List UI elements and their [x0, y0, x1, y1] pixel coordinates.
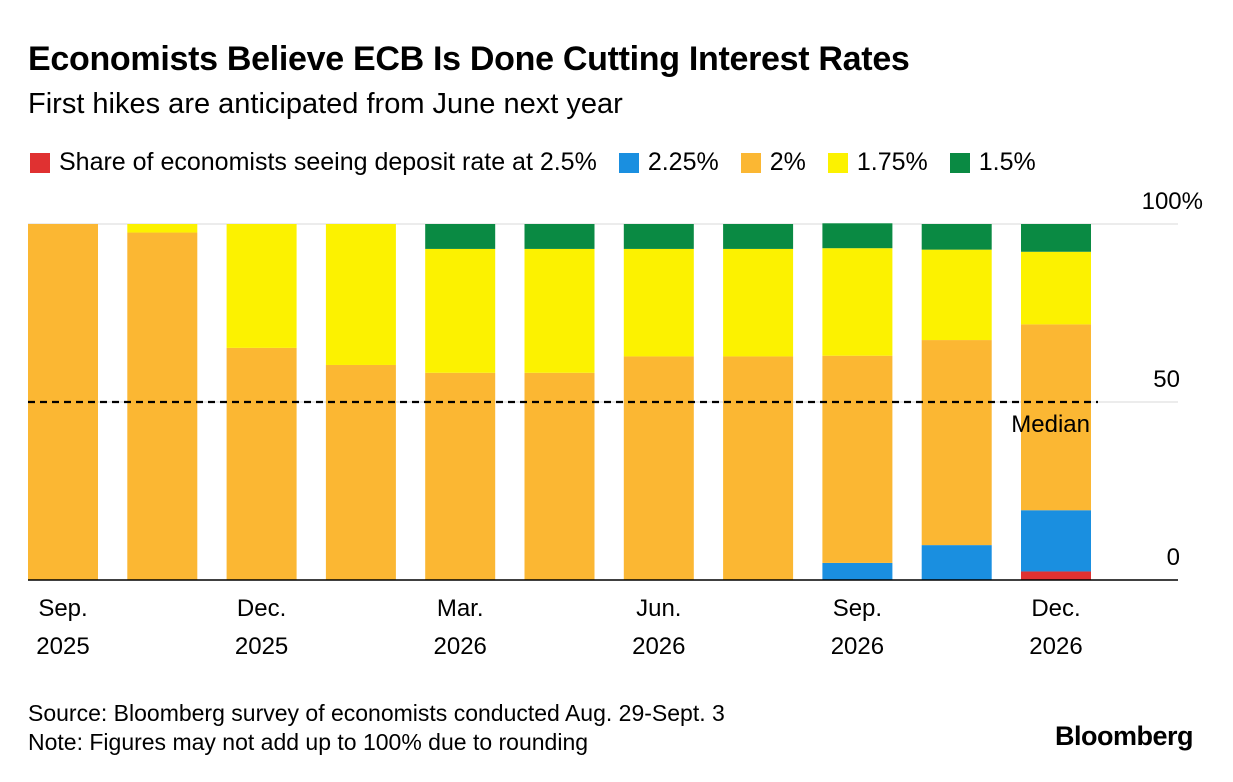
bar-segment — [921, 545, 992, 580]
legend-label-1-5: 1.5% — [978, 148, 1036, 176]
x-tick-label: 2026 — [632, 633, 685, 660]
x-tick-label: Dec. — [1031, 595, 1080, 622]
bar-segment — [524, 224, 595, 249]
bar-segment — [723, 356, 794, 580]
bar-segment — [226, 347, 297, 580]
bar-segment — [822, 223, 893, 249]
bar-segment — [325, 224, 396, 365]
legend-swatch-1-75 — [827, 152, 848, 173]
bar-segment — [723, 224, 794, 249]
bar-segment — [325, 364, 396, 580]
bar-segment — [425, 224, 496, 249]
x-tick-label: 2025 — [36, 633, 89, 660]
bar-segment — [127, 224, 198, 233]
bloomberg-logo: Bloomberg — [1054, 721, 1194, 751]
legend-item-2-25: 2.25% — [618, 148, 719, 177]
x-tick-label: Sep. — [833, 595, 882, 622]
bar-segment — [28, 224, 98, 580]
x-tick-label: 2025 — [235, 633, 288, 660]
legend-label-2: 2% — [769, 148, 806, 176]
y-tick-label: 0 — [1167, 544, 1180, 571]
median-label: Median — [1011, 411, 1090, 438]
bar-segment — [425, 372, 496, 580]
legend: Share of economists seeing deposit rate … — [30, 148, 1058, 177]
legend-label-1-75: 1.75% — [856, 148, 928, 176]
bar-segment — [921, 340, 992, 546]
bar-segment — [1021, 324, 1091, 511]
bar-segment — [822, 355, 893, 563]
legend-item-1-5: 1.5% — [949, 148, 1036, 177]
x-tick-label: Jun. — [636, 595, 681, 622]
bar-segment — [127, 232, 198, 580]
bar-segment — [1021, 571, 1091, 580]
bar-segment — [822, 248, 893, 356]
y-tick-label: 50 — [1153, 366, 1180, 393]
bar-segment — [524, 372, 595, 580]
bar-segment — [921, 224, 992, 250]
bar-segment — [226, 224, 297, 348]
bar-segment — [623, 248, 694, 357]
legend-label-2-5: Share of economists seeing deposit rate … — [59, 148, 597, 176]
legend-item-1-75: 1.75% — [827, 148, 928, 177]
bar-segment — [1021, 251, 1091, 325]
x-tick-label: 2026 — [831, 633, 884, 660]
bar-segment — [1021, 224, 1091, 252]
bar-segment — [623, 224, 694, 249]
legend-swatch-2 — [740, 152, 761, 173]
bar-segment — [425, 248, 496, 373]
x-tick-label: 2026 — [434, 633, 487, 660]
x-tick-label: Mar. — [437, 595, 484, 622]
legend-swatch-2-25 — [618, 152, 639, 173]
legend-swatch-1-5 — [949, 152, 970, 173]
rounding-note: Note: Figures may not add up to 100% due… — [28, 729, 589, 755]
bar-segment — [1021, 510, 1091, 572]
bar-segment — [723, 248, 794, 357]
bar-segment — [623, 356, 694, 580]
bar-segment — [921, 249, 992, 341]
x-tick-label: Dec. — [237, 595, 286, 622]
legend-label-2-25: 2.25% — [647, 148, 719, 176]
legend-item-2: 2% — [740, 148, 806, 177]
chart-subtitle: First hikes are anticipated from June ne… — [28, 88, 623, 120]
chart-title: Economists Believe ECB Is Done Cutting I… — [28, 40, 910, 78]
bar-segment — [524, 248, 595, 373]
y-tick-label: 100% — [1142, 188, 1203, 215]
legend-swatch-2-5 — [30, 152, 50, 173]
legend-item-2-5: Share of economists seeing deposit rate … — [30, 148, 597, 177]
x-tick-label: Sep. — [38, 595, 87, 622]
bar-segment — [822, 562, 893, 580]
source-note: Source: Bloomberg survey of economists c… — [28, 700, 725, 726]
x-tick-label: 2026 — [1029, 633, 1082, 660]
